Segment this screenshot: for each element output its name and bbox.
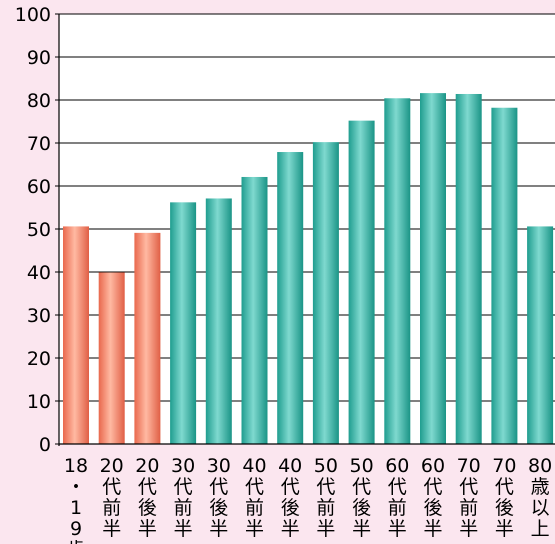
bar-6 [277, 152, 304, 444]
x-tick-label: 30 代後半 [207, 455, 231, 540]
y-tick-label: 60 [27, 176, 51, 198]
bars [63, 93, 554, 445]
bar-8 [348, 120, 375, 444]
bar-13 [527, 226, 554, 444]
bar-4 [205, 198, 232, 444]
x-tick-label: 50 代前半 [314, 455, 338, 540]
y-tick-labels: 0 10 20 30 40 50 60 70 80 90 100 [15, 4, 51, 456]
y-tick-label: 30 [27, 305, 51, 327]
x-tick-label: 40 代後半 [278, 455, 302, 540]
x-tick-label: 40 代前半 [242, 455, 266, 540]
x-tick-label: 80 歳以上 [528, 455, 552, 540]
x-tick-label: 18・19歳 [64, 455, 88, 544]
y-tick-label: 40 [27, 262, 51, 284]
y-tick-label: 50 [27, 219, 51, 241]
bar-0 [63, 226, 89, 444]
bar-11 [455, 93, 482, 444]
y-tick-label: 80 [27, 90, 51, 112]
bar-3 [170, 202, 197, 444]
y-tick-label: 20 [27, 348, 51, 370]
y-tick-label: 90 [27, 47, 51, 69]
bar-7 [312, 142, 339, 444]
y-tick-label: 0 [39, 434, 51, 456]
y-tick-label: 70 [27, 133, 51, 155]
bar-1 [98, 272, 125, 444]
x-tick-label: 60 代後半 [421, 455, 445, 540]
bar-2 [134, 232, 161, 444]
bar-12 [491, 107, 518, 445]
x-tick-label: 30 代前半 [171, 455, 195, 540]
x-tick-label: 50 代後半 [350, 455, 374, 540]
y-tick-label: 10 [27, 391, 51, 413]
x-tick-label: 20 代後半 [135, 455, 159, 540]
bar-5 [241, 176, 268, 444]
bar-10 [420, 93, 446, 445]
bar-9 [384, 98, 411, 444]
x-tick-label: 70 代前半 [457, 455, 481, 540]
x-tick-label: 20 代前半 [100, 455, 124, 540]
x-tick-label: 60 代前半 [385, 455, 409, 540]
y-tick-label: 100 [15, 4, 51, 26]
x-tick-label: 70 代後半 [492, 455, 516, 540]
